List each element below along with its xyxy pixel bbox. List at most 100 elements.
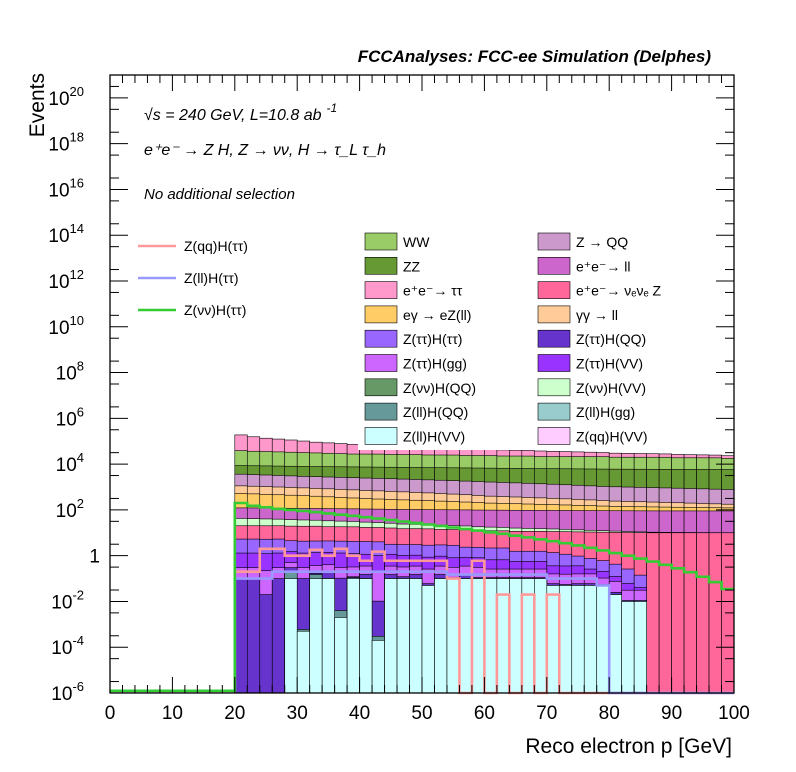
x-tick-label: 90 <box>661 703 682 724</box>
legend-label: Z(ττ)H(gg) <box>403 356 467 372</box>
legend-label: Z(ll)H(ττ) <box>184 270 239 286</box>
y-tick-label: 10-6 <box>51 679 84 705</box>
x-axis-title: Reco electron p [GeV] <box>525 735 732 758</box>
y-tick-label: 102 <box>56 496 84 522</box>
stack-bar <box>334 617 348 694</box>
legend-swatch-z-h-vv <box>537 354 571 372</box>
legend-swatch-z-ll-h-qq <box>364 402 398 421</box>
stack-bar <box>583 585 598 694</box>
legend-label: Z(qq)H(ττ) <box>184 238 248 254</box>
stack-bar <box>633 601 647 694</box>
process-annotation: e⁺e⁻ → Z H, Z → νν, H → τ_L τ_h <box>144 142 386 159</box>
y-tick-label: 10-4 <box>51 633 84 659</box>
stack-bar <box>384 578 398 694</box>
stack-bar <box>534 578 548 694</box>
x-tick-label: 70 <box>536 703 557 724</box>
stack-bar <box>608 594 622 694</box>
x-tick-label: 60 <box>474 703 495 724</box>
stack-bar <box>621 601 635 694</box>
y-tick-label: 1014 <box>48 221 84 247</box>
y-tick-label: 108 <box>56 359 84 385</box>
x-tick-label: 80 <box>599 703 620 724</box>
stack-bar <box>434 578 448 694</box>
legend-swatch-z-h-gg <box>364 354 398 372</box>
x-tick-label: 100 <box>718 703 750 724</box>
legend-swatch-z-h-qq <box>537 329 571 348</box>
y-tick-label: 1012 <box>48 267 84 293</box>
legend-swatch-z-h <box>364 329 398 348</box>
legend-label: Z(νν)H(QQ) <box>403 380 476 396</box>
plot-title: FCCAnalyses: FCC-ee Simulation (Delphes) <box>358 47 712 66</box>
stack-bar <box>671 532 685 694</box>
legend-label: Z(ττ)H(QQ) <box>576 331 646 347</box>
stack-bar <box>471 578 485 694</box>
stack-bar <box>296 630 310 694</box>
x-tick-label: 40 <box>349 703 370 724</box>
legend-label: e⁺e⁻→ ll <box>576 258 630 274</box>
x-axis-ticks: 0 10 20 30 40 50 60 70 80 90 100 <box>105 75 750 724</box>
stack-bar <box>558 585 573 694</box>
y-tick-label: 1020 <box>48 84 84 110</box>
legend-label: ZZ <box>403 258 421 274</box>
stack-bar <box>646 532 660 694</box>
legend-swatch-ww <box>364 232 398 251</box>
stack-bar <box>708 532 722 694</box>
y-tick-label: 1018 <box>48 130 84 156</box>
legend-label: γγ → ll <box>576 307 618 323</box>
stack-bar <box>409 578 423 694</box>
legend-swatch-z-ll-h-gg <box>537 402 571 421</box>
energy-annotation-text: √s = 240 GeV, L=10.8 ab <box>144 107 322 124</box>
y-tick-label: 104 <box>56 450 84 476</box>
legend-swatch-zz <box>364 256 398 275</box>
legend-swatch-z-qq-h-vv <box>537 427 571 445</box>
stack-bar <box>546 585 560 694</box>
legend-swatch-z-h-qq <box>364 378 398 397</box>
stack-bar <box>371 640 385 694</box>
legend-swatch-e-ez-ll <box>364 305 398 324</box>
stack-bar <box>321 578 335 694</box>
x-tick-label: 0 <box>105 703 116 724</box>
y-tick-label: 106 <box>56 404 84 430</box>
legend-label: WW <box>403 234 430 250</box>
legend-swatch-e-e-ll <box>537 256 571 275</box>
legend-label: Z(ll)H(gg) <box>576 404 635 420</box>
stack-bar <box>246 578 261 694</box>
x-tick-label: 30 <box>287 703 308 724</box>
legend-label: Z(ττ)H(ττ) <box>403 331 462 347</box>
stack-bar <box>596 585 610 694</box>
stack-bar <box>284 578 298 694</box>
y-axis-title: Events <box>26 73 49 137</box>
stack-bar <box>658 532 672 694</box>
x-tick-label: 20 <box>224 703 245 724</box>
legend-swatch-z-h-vv <box>537 378 571 397</box>
legend-swatch-e-e-z <box>537 281 571 299</box>
legend-label: Z → QQ <box>576 234 628 250</box>
stack-bar <box>446 578 460 694</box>
y-tick-label: 1016 <box>48 175 84 201</box>
legend-label: Z(ll)H(VV) <box>403 428 465 444</box>
stack-bar <box>459 578 473 694</box>
stack-bar <box>234 578 248 694</box>
x-tick-label: 50 <box>411 703 432 724</box>
stack-bar <box>683 532 697 694</box>
stack-bar <box>346 578 360 694</box>
legend-label: Z(qq)H(VV) <box>576 428 648 444</box>
legend-label: Z(ττ)H(VV) <box>576 356 643 372</box>
stack-bar <box>359 578 373 694</box>
signal-z-h <box>110 501 734 693</box>
stack-bar <box>309 578 323 694</box>
stack-z-ll-h-vv <box>284 578 647 694</box>
stack-bar <box>421 585 435 694</box>
y-tick-label: 10-2 <box>51 587 84 613</box>
selection-annotation: No additional selection <box>144 186 295 203</box>
stack-bar <box>696 532 710 694</box>
energy-annotation: √s = 240 GeV, L=10.8 ab -1 <box>144 101 337 124</box>
legend-label: e⁺e⁻→ νₑνₑ Z <box>576 283 662 299</box>
legend: Z(qq)H(ττ) Z(ll)H(ττ) Z(νν)H(ττ) WW Z → QQ ZZ… <box>138 232 734 450</box>
legend-label: Z(νν)H(VV) <box>576 380 646 396</box>
y-axis-ticks: 10-6 10-4 10-21 102 104 106 108 1010 1012 1014 101… <box>48 84 734 705</box>
legend-label: eγ → eZ(ll) <box>403 307 471 323</box>
legend-swatch-ll <box>537 305 571 324</box>
legend-swatch-z-ll-h-vv <box>364 427 398 445</box>
